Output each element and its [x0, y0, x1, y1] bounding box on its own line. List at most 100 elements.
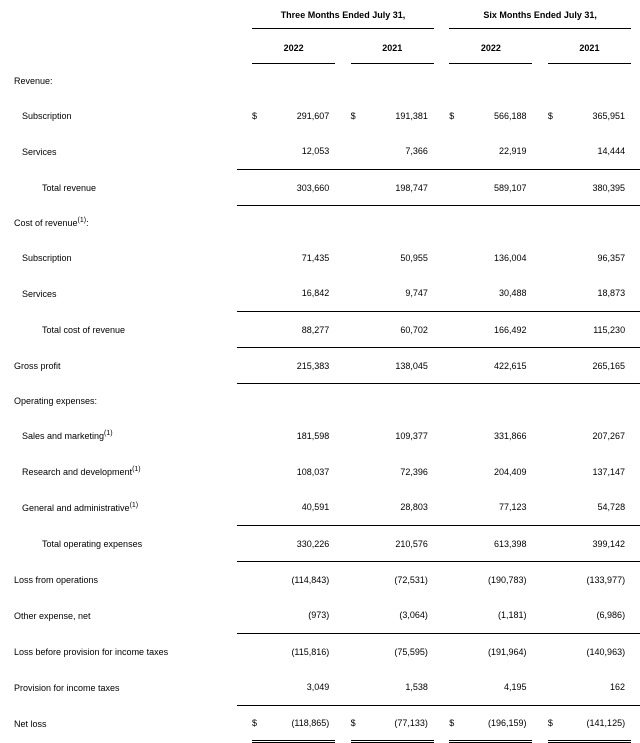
- value-cell: 166,492: [462, 312, 532, 348]
- currency-cell: [252, 170, 265, 206]
- table-row: Subscription$291,607$191,381$566,188$365…: [0, 98, 640, 134]
- section-row: Revenue:: [0, 64, 640, 98]
- value-cell: 330,226: [265, 526, 335, 562]
- value-cell: 7,366: [364, 134, 434, 170]
- table-row: Total operating expenses330,226210,57661…: [0, 526, 640, 562]
- currency-cell: [449, 670, 462, 706]
- table-body: Revenue:Subscription$291,607$191,381$566…: [0, 64, 640, 742]
- currency-cell: [351, 134, 364, 170]
- value-cell: 204,409: [462, 454, 532, 490]
- value-cell: 22,919: [462, 134, 532, 170]
- value-cell: (77,133): [364, 706, 434, 742]
- currency-cell: [548, 418, 561, 454]
- currency-cell: [351, 348, 364, 384]
- row-label: General and administrative(1): [0, 490, 237, 526]
- section-label: Operating expenses:: [0, 384, 640, 418]
- table-row: Research and development(1)108,03772,396…: [0, 454, 640, 490]
- currency-cell: [252, 634, 265, 670]
- currency-cell: [351, 634, 364, 670]
- currency-cell: [252, 134, 265, 170]
- row-label: Subscription: [0, 240, 237, 276]
- currency-cell: [252, 670, 265, 706]
- currency-cell: [351, 454, 364, 490]
- row-label: Provision for income taxes: [0, 670, 237, 706]
- currency-cell: $: [449, 706, 462, 742]
- value-cell: 215,383: [265, 348, 335, 384]
- year-col-4: 2021: [548, 29, 631, 64]
- table-row: Provision for income taxes3,0491,5384,19…: [0, 670, 640, 706]
- currency-cell: [548, 526, 561, 562]
- table-row: Total cost of revenue 88,277 60,702 166,492…: [0, 312, 640, 348]
- value-cell: 331,866: [462, 418, 532, 454]
- table-row: General and administrative(1) 40,591 28,80…: [0, 490, 640, 526]
- value-cell: (973): [265, 598, 335, 634]
- currency-cell: [449, 276, 462, 312]
- value-cell: 137,147: [561, 454, 631, 490]
- value-cell: 30,488: [462, 276, 532, 312]
- value-cell: 191,381: [364, 98, 434, 134]
- currency-cell: [351, 418, 364, 454]
- currency-cell: [449, 170, 462, 206]
- row-label: Gross profit: [0, 348, 237, 384]
- value-cell: 265,165: [561, 348, 631, 384]
- period-header-6mo: Six Months Ended July 31,: [449, 0, 631, 29]
- value-cell: 16,842: [265, 276, 335, 312]
- currency-cell: [548, 454, 561, 490]
- value-cell: (196,159): [462, 706, 532, 742]
- value-cell: 380,395: [561, 170, 631, 206]
- year-header-row: 2022 2021 2022 2021: [0, 29, 640, 64]
- currency-cell: [548, 240, 561, 276]
- value-cell: 4,195: [462, 670, 532, 706]
- row-label: Services: [0, 134, 237, 170]
- currency-cell: [252, 562, 265, 598]
- value-cell: 71,435: [265, 240, 335, 276]
- value-cell: (141,125): [561, 706, 631, 742]
- table-row: Services12,0537,36622,91914,444: [0, 134, 640, 170]
- row-label: Loss from operations: [0, 562, 237, 598]
- value-cell: 365,951: [561, 98, 631, 134]
- row-label: Total cost of revenue: [0, 312, 237, 348]
- period-header-row: Three Months Ended July 31, Six Months E…: [0, 0, 640, 29]
- value-cell: 60,702: [364, 312, 434, 348]
- currency-cell: [351, 312, 364, 348]
- value-cell: 88,277: [265, 312, 335, 348]
- currency-cell: [252, 348, 265, 384]
- value-cell: (118,865): [265, 706, 335, 742]
- value-cell: 566,188: [462, 98, 532, 134]
- currency-cell: [548, 312, 561, 348]
- value-cell: (6,986): [561, 598, 631, 634]
- currency-cell: [351, 598, 364, 634]
- currency-cell: [548, 490, 561, 526]
- currency-cell: [351, 490, 364, 526]
- year-col-2: 2021: [351, 29, 434, 64]
- value-cell: (114,843): [265, 562, 335, 598]
- currency-cell: [449, 634, 462, 670]
- value-cell: (115,816): [265, 634, 335, 670]
- value-cell: 28,803: [364, 490, 434, 526]
- row-label: Total operating expenses: [0, 526, 237, 562]
- currency-cell: [449, 240, 462, 276]
- value-cell: 138,045: [364, 348, 434, 384]
- value-cell: 14,444: [561, 134, 631, 170]
- value-cell: (191,964): [462, 634, 532, 670]
- currency-cell: [449, 312, 462, 348]
- value-cell: 613,398: [462, 526, 532, 562]
- value-cell: 40,591: [265, 490, 335, 526]
- currency-cell: [252, 454, 265, 490]
- value-cell: 181,598: [265, 418, 335, 454]
- currency-cell: [548, 276, 561, 312]
- row-label: Services: [0, 276, 237, 312]
- currency-cell: [449, 598, 462, 634]
- currency-cell: [351, 276, 364, 312]
- value-cell: 109,377: [364, 418, 434, 454]
- value-cell: 422,615: [462, 348, 532, 384]
- section-label: Cost of revenue(1):: [0, 206, 640, 240]
- currency-cell: $: [351, 98, 364, 134]
- table-row: Subscription71,43550,955136,00496,357: [0, 240, 640, 276]
- table-row: Gross profit 215,383 138,045 422,615 265,165: [0, 348, 640, 384]
- section-label: Revenue:: [0, 64, 640, 98]
- value-cell: 3,049: [265, 670, 335, 706]
- currency-cell: $: [351, 706, 364, 742]
- table-row: Other expense, net(973)(3,064)(1,181)(6,…: [0, 598, 640, 634]
- value-cell: (72,531): [364, 562, 434, 598]
